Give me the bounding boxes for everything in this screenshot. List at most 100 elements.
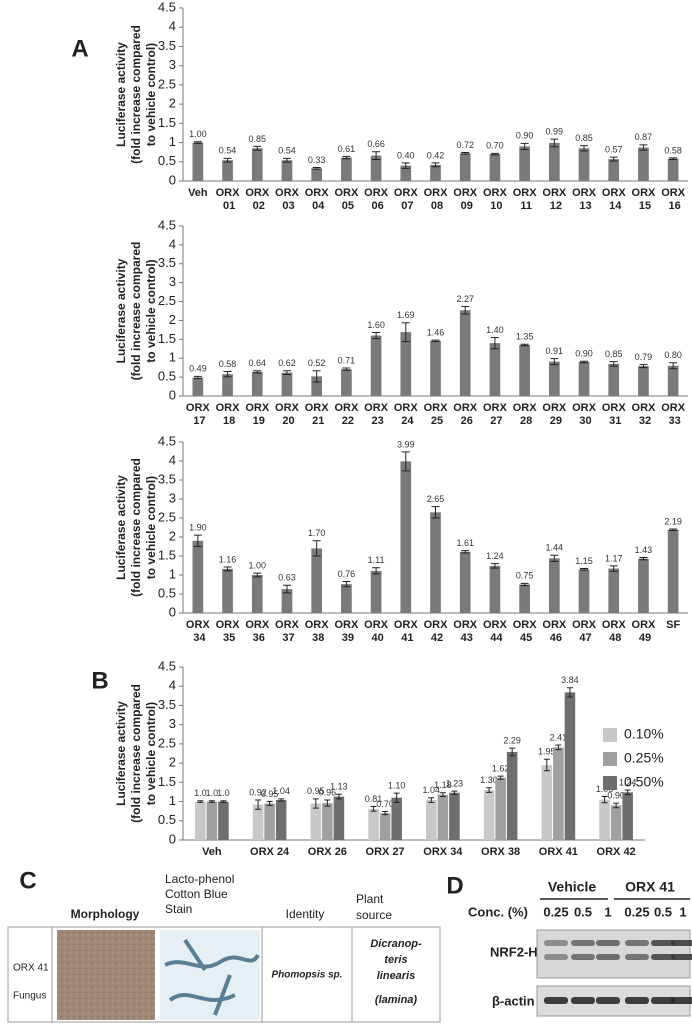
blot-band <box>596 954 620 960</box>
x-tick-label: ORX 40 <box>364 619 389 644</box>
y-tick-label: 0.5 <box>158 369 176 384</box>
blot-band <box>625 954 649 960</box>
x-tick-line: 24 <box>398 415 414 427</box>
error-bar <box>401 322 410 343</box>
error-bar <box>193 141 202 144</box>
error-bar <box>555 744 562 751</box>
x-tick-line: 09 <box>458 200 473 212</box>
table-header: Stain <box>165 902 192 916</box>
x-tick-line: ORX <box>513 619 538 631</box>
x-tick-line: 17 <box>190 415 205 427</box>
bar <box>564 692 576 840</box>
y-axis-label: (fold increase compared <box>129 25 143 164</box>
x-tick-line: 43 <box>458 632 473 644</box>
x-tick-line: 08 <box>428 200 443 212</box>
x-tick-line: ORX <box>186 402 211 414</box>
value-label: 0.63 <box>278 573 296 583</box>
x-tick-label: ORX 25 <box>424 402 449 427</box>
error-bar <box>253 370 262 374</box>
value-label: 0.92 <box>249 787 267 797</box>
x-tick-label: ORX 35 <box>216 619 241 644</box>
value-label: 0.54 <box>219 146 237 156</box>
bar <box>400 165 412 181</box>
error-bar <box>324 799 331 807</box>
x-tick-line: 11 <box>517 200 532 212</box>
bar <box>449 792 460 840</box>
y-tick-label: 3.5 <box>158 255 176 270</box>
bar <box>459 153 471 181</box>
bar <box>310 803 322 840</box>
plant-source: teris <box>384 954 407 966</box>
error-bar <box>197 800 204 803</box>
error-bar <box>543 758 550 772</box>
x-tick-line: 26 <box>458 415 473 427</box>
error-bar <box>282 584 291 594</box>
value-label: 1.16 <box>219 554 237 564</box>
y-tick-label: 4.5 <box>158 658 176 673</box>
x-tick-label: ORX 19 <box>245 402 270 427</box>
x-tick-label: ORX 09 <box>453 187 478 212</box>
table-header: source <box>356 908 392 922</box>
y-tick-label: 1 <box>169 134 176 149</box>
x-tick-line: ORX <box>661 402 686 414</box>
bar <box>400 461 412 613</box>
bar <box>370 155 382 181</box>
x-tick-label: ORX 32 <box>632 402 657 427</box>
conc-value: 1 <box>679 904 686 919</box>
bar <box>281 160 293 181</box>
value-label: 0.87 <box>635 132 653 142</box>
error-bar <box>266 801 273 806</box>
error-bar <box>193 534 202 547</box>
value-label: 0.76 <box>338 569 356 579</box>
x-tick-line: 41 <box>398 632 413 644</box>
value-label: 0.71 <box>338 355 356 365</box>
panel-label: B <box>91 667 108 694</box>
y-tick-label: 3.5 <box>158 471 176 486</box>
error-bar <box>490 336 499 350</box>
blot-band <box>544 954 568 960</box>
error-bar <box>580 568 589 571</box>
y-tick-label: 0 <box>169 831 176 846</box>
y-tick-label: 1.5 <box>158 115 176 130</box>
value-label: 1.11 <box>368 555 385 565</box>
blot-band <box>596 997 620 1004</box>
x-tick-label: ORX 41 <box>539 846 578 858</box>
y-tick-label: 0.5 <box>158 812 176 827</box>
bar <box>281 589 293 613</box>
panel-label: A <box>71 35 88 62</box>
x-tick-line: 27 <box>487 415 502 427</box>
value-label: 0.99 <box>546 126 564 136</box>
y-tick-label: 4.5 <box>158 0 176 14</box>
x-tick-line: ORX <box>632 619 657 631</box>
bar <box>281 372 293 396</box>
y-axis-label: (fold increase compared <box>129 458 143 597</box>
x-tick-line: 31 <box>606 415 621 427</box>
x-tick-line: 12 <box>547 200 562 212</box>
x-tick-label: ORX 34 <box>423 846 463 858</box>
x-tick-label: ORX 41 <box>394 619 419 644</box>
x-tick-line: 30 <box>576 415 591 427</box>
bar <box>459 310 471 396</box>
value-label: 1.61 <box>456 538 474 548</box>
value-label: 1.00 <box>189 129 207 139</box>
bar <box>206 801 218 840</box>
x-tick-label: ORX 07 <box>394 187 419 212</box>
y-axis-label: to vehicle control) <box>144 476 158 579</box>
bar <box>391 797 402 840</box>
x-tick-line: ORX <box>453 619 478 631</box>
x-tick-line: ORX <box>305 619 330 631</box>
x-tick-line: ORX <box>275 619 300 631</box>
table-border <box>7 926 441 1023</box>
y-tick-label: 0 <box>169 604 176 619</box>
value-label: 1.35 <box>516 332 534 342</box>
y-tick-label: 2 <box>169 528 176 543</box>
x-tick-label: ORX 15 <box>632 187 657 212</box>
error-bar <box>550 554 559 562</box>
x-tick-label: ORX 38 <box>481 846 520 858</box>
bar <box>599 799 610 840</box>
x-tick-line: 48 <box>606 632 621 644</box>
error-bar <box>669 157 678 160</box>
y-tick-label: 1 <box>169 566 176 581</box>
value-label: 0.58 <box>219 359 237 369</box>
value-label: 2.65 <box>427 494 445 504</box>
